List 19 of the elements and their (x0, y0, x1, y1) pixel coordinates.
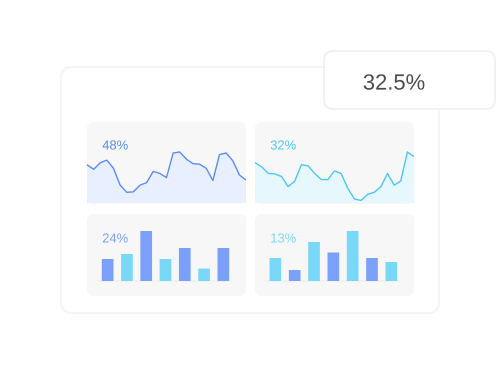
bar (385, 262, 398, 281)
chart-title: 24% (102, 233, 128, 243)
bar (178, 248, 191, 281)
bar (346, 231, 359, 281)
bar (288, 270, 301, 281)
chart-title: 48% (102, 140, 128, 150)
bar (121, 254, 133, 281)
bar (328, 252, 340, 281)
chart-title: 32% (270, 140, 296, 150)
chart-title: 13% (271, 233, 296, 243)
bar (270, 258, 282, 281)
bar (160, 259, 172, 281)
bar (198, 268, 210, 281)
text: 32.5% (364, 74, 424, 90)
bar (218, 248, 230, 281)
bar (102, 259, 114, 281)
bar (366, 258, 378, 281)
bar (308, 242, 320, 281)
bar (140, 231, 152, 281)
